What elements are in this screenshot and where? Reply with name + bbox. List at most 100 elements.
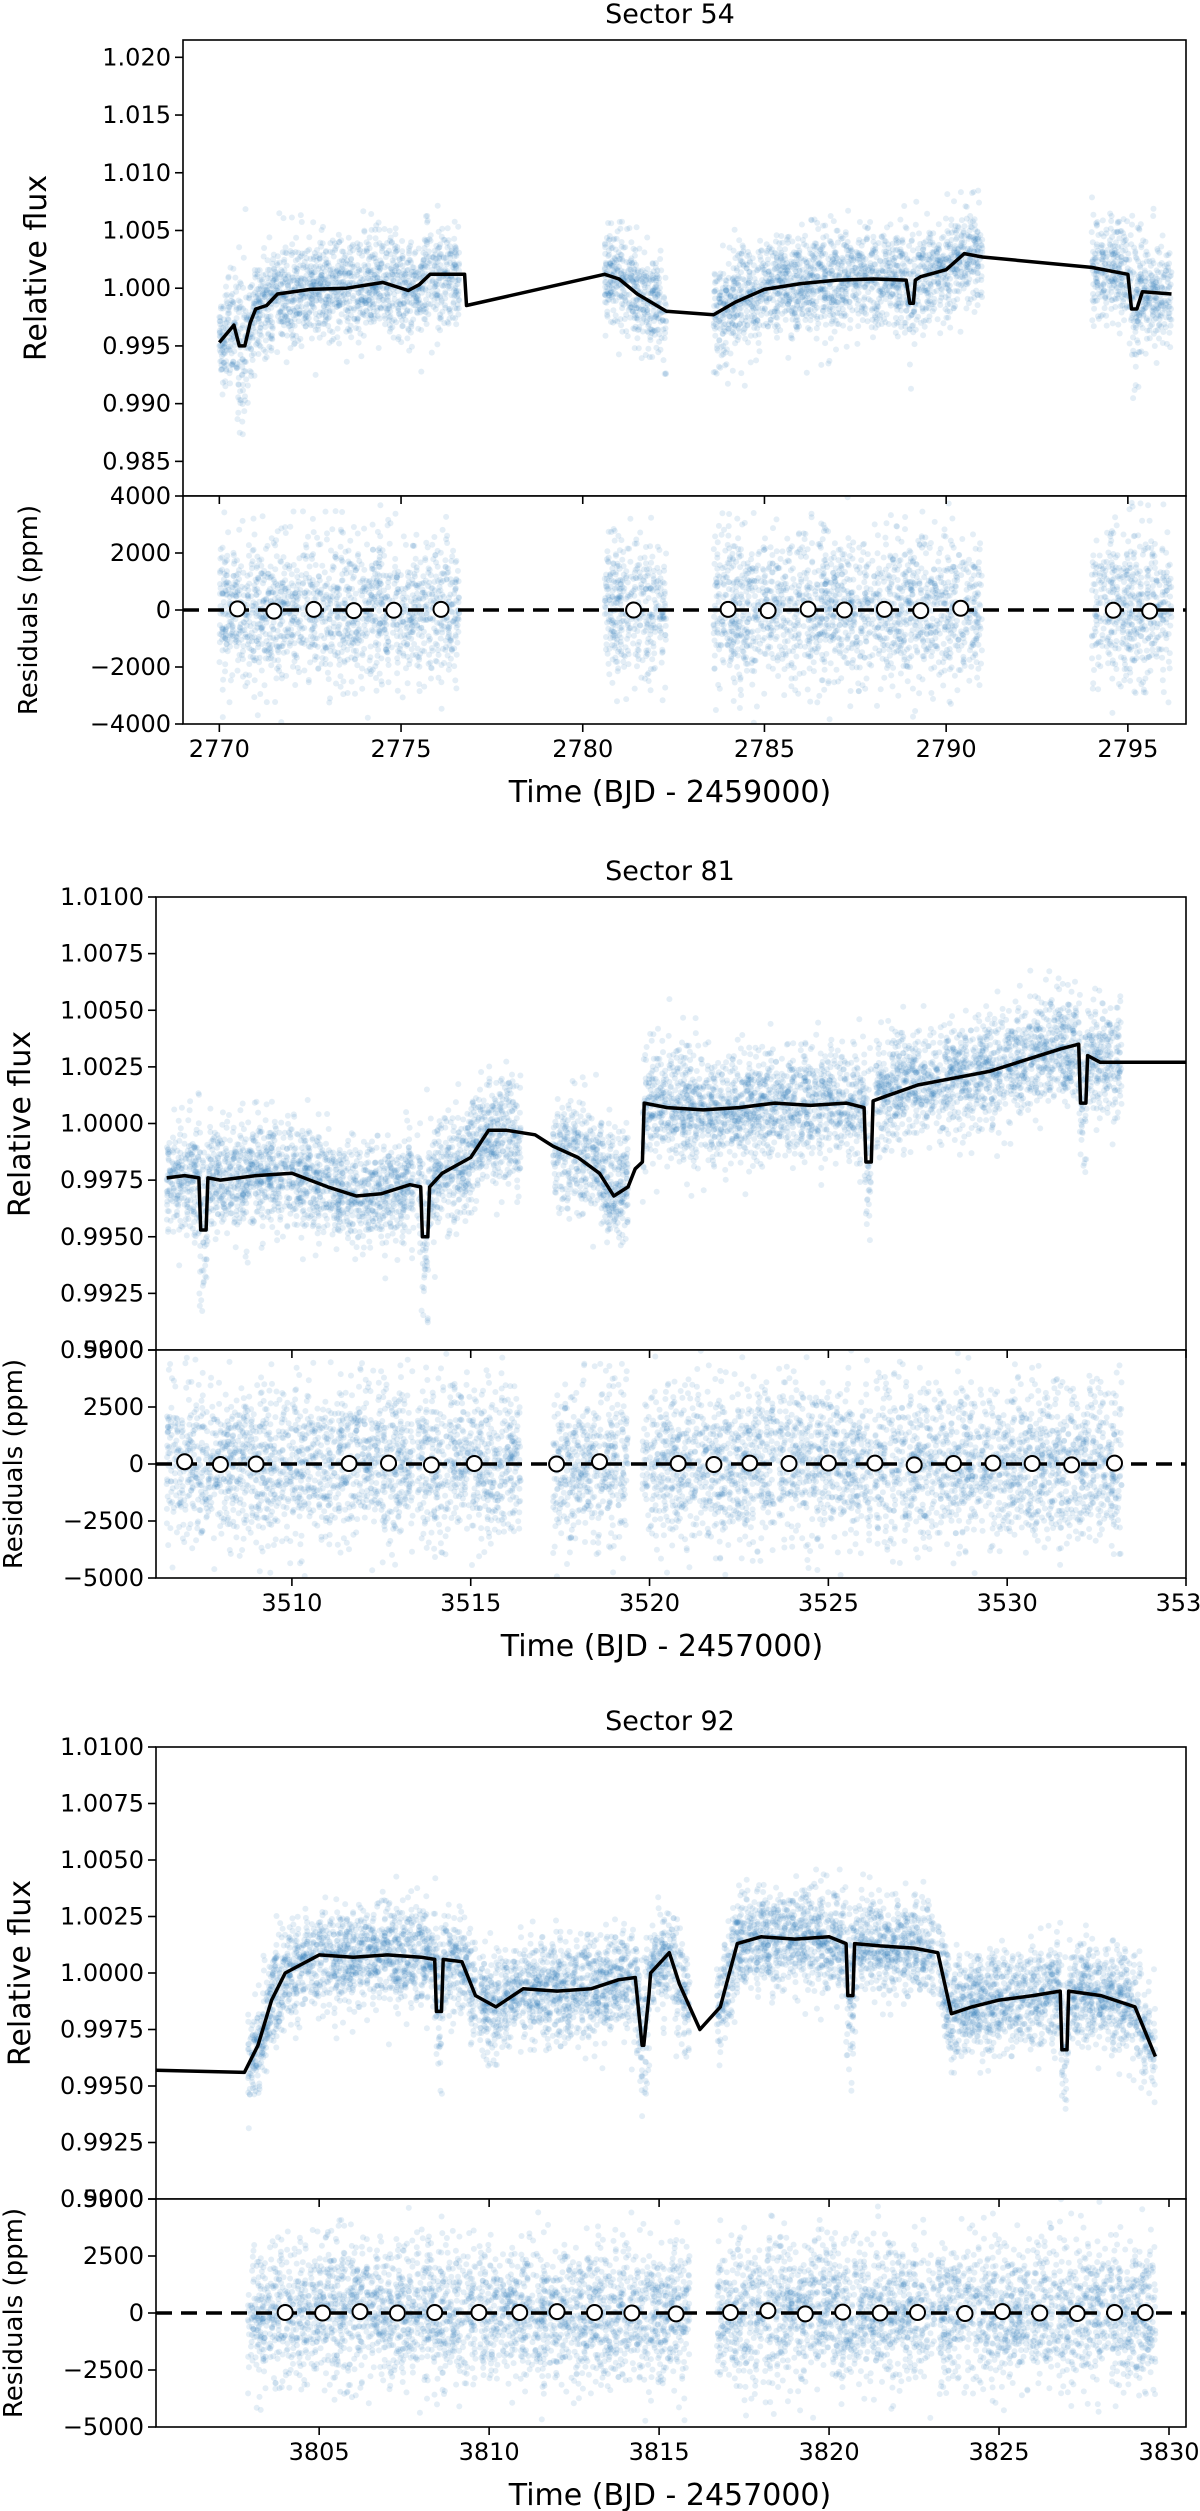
flux-data-point: [425, 253, 432, 260]
flux-data-point: [385, 272, 392, 279]
flux-data-point: [239, 324, 246, 331]
flux-data-point: [1112, 239, 1119, 246]
flux-data-point: [453, 247, 460, 254]
flux-data-point: [393, 265, 400, 272]
flux-data-point: [315, 326, 322, 333]
flux-data-point: [222, 350, 228, 357]
flux-data-point: [422, 237, 429, 244]
flux-data-point: [763, 250, 770, 257]
flux-data-point: [337, 319, 343, 326]
flux-data-point: [386, 302, 393, 309]
flux-data-point: [273, 301, 280, 308]
flux-data-point: [375, 264, 382, 271]
flux-data-point: [913, 198, 920, 205]
flux-data-point: [251, 300, 258, 307]
flux-data-point: [452, 249, 458, 256]
flux-data-point: [367, 295, 374, 302]
flux-data-point: [304, 279, 311, 286]
flux-data-point: [821, 265, 828, 272]
flux-data-point: [319, 240, 326, 247]
flux-data-point: [292, 249, 299, 255]
flux-data-point: [417, 274, 424, 281]
flux-data-point: [662, 329, 669, 336]
flux-data-point: [413, 297, 420, 304]
flux-data-point: [845, 251, 852, 258]
flux-data-point: [300, 275, 307, 282]
flux-data-point: [264, 287, 271, 294]
flux-data-point: [420, 257, 427, 264]
flux-data-point: [264, 275, 271, 281]
flux-data-point: [945, 296, 952, 303]
flux-data-point: [375, 290, 382, 297]
flux-data-point: [934, 250, 940, 257]
flux-data-point: [807, 317, 814, 324]
flux-data-point: [867, 219, 874, 225]
flux-data-point: [355, 315, 362, 322]
flux-data-point: [295, 256, 301, 263]
flux-data-point: [312, 310, 319, 317]
flux-data-point: [235, 394, 242, 401]
flux-data-point: [763, 310, 770, 317]
flux-data-point: [317, 263, 324, 270]
flux-data-point: [902, 319, 909, 326]
flux-data-point: [393, 248, 400, 255]
flux-data-point: [298, 275, 305, 281]
flux-data-point: [262, 271, 269, 278]
flux-data-point: [241, 408, 248, 415]
flux-data-point: [267, 335, 274, 342]
flux-data-point: [1143, 335, 1150, 342]
flux-data-point: [430, 253, 437, 260]
flux-data-point: [394, 272, 401, 278]
flux-data-point: [267, 289, 274, 296]
flux-data-point: [268, 290, 275, 297]
flux-data-point: [373, 241, 380, 248]
flux-data-point: [371, 315, 378, 322]
flux-data-point: [348, 255, 355, 262]
flux-data-point: [400, 292, 407, 299]
y-tick-label: 1.020: [102, 43, 171, 71]
flux-data-point: [400, 312, 407, 319]
flux-data-point: [451, 243, 458, 250]
flux-data-point: [340, 258, 347, 265]
flux-data-point: [260, 292, 267, 298]
flux-data-point: [384, 271, 391, 278]
flux-data-point: [304, 263, 311, 270]
flux-data-point: [390, 277, 397, 284]
flux-data-point: [745, 339, 751, 346]
flux-data-point: [369, 290, 376, 297]
flux-data-point: [258, 276, 265, 283]
flux-data-point: [239, 431, 246, 438]
flux-data-point: [397, 278, 404, 285]
flux-data-point: [961, 223, 968, 230]
flux-data-point: [277, 271, 284, 278]
flux-data-point: [722, 281, 729, 288]
flux-data-point: [332, 268, 339, 275]
flux-data-point: [316, 312, 322, 319]
flux-data-point: [369, 301, 376, 308]
flux-data-point: [333, 293, 340, 300]
flux-data-point: [289, 241, 296, 248]
flux-data-point: [278, 282, 285, 288]
flux-data-point: [389, 257, 396, 264]
flux-data-point: [717, 364, 724, 371]
flux-data-point: [633, 296, 640, 303]
flux-data-point: [431, 283, 438, 290]
flux-data-point: [955, 246, 961, 253]
flux-data-point: [753, 357, 760, 364]
flux-data-point: [281, 271, 288, 278]
flux-data-point: [979, 245, 986, 252]
flux-data-point: [326, 274, 333, 281]
flux-data-point: [441, 320, 448, 327]
flux-data-point: [236, 304, 243, 311]
flux-data-point: [351, 315, 358, 322]
flux-data-point: [315, 291, 322, 298]
flux-data-point: [391, 296, 398, 302]
flux-data-point: [303, 304, 309, 311]
flux-data-point: [356, 305, 363, 312]
flux-data-point: [318, 227, 325, 233]
flux-data-point: [377, 265, 384, 272]
flux-data-point: [886, 259, 893, 266]
flux-data-point: [218, 353, 225, 359]
flux-data-point: [978, 277, 985, 283]
flux-data-point: [873, 254, 880, 261]
